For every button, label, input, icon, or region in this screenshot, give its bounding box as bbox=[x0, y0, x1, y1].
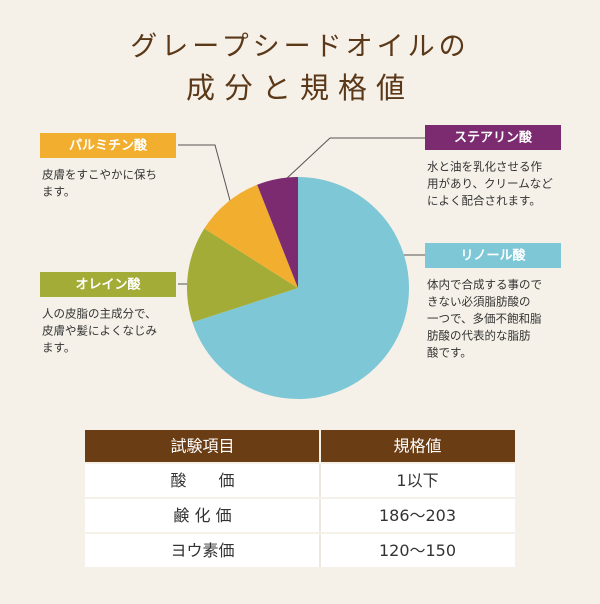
table-header: 規格値 bbox=[393, 437, 441, 456]
table-row-bg bbox=[85, 499, 515, 532]
table-header: 試験項目 bbox=[170, 437, 234, 456]
callout-text: 一つで、多価不飽和脂 bbox=[427, 312, 542, 326]
callout-text: 皮膚や髪によくなじみ bbox=[42, 324, 157, 338]
callout-text: ます。 bbox=[42, 341, 75, 355]
table-cell: 酸 価 bbox=[170, 471, 234, 490]
callout-text: ます。 bbox=[42, 185, 75, 199]
table-row-bg bbox=[85, 464, 515, 497]
callouts: リノール酸体内で合成する事のできない必須脂肪酸の一つで、多価不飽和脂肪酸の代表的… bbox=[40, 125, 561, 360]
callout-text: 体内で合成する事ので bbox=[427, 278, 542, 292]
table-cell: 1以下 bbox=[396, 471, 438, 490]
callout-text: きない必須脂肪酸の bbox=[427, 295, 531, 309]
callout-text: 用があり、クリームなど bbox=[427, 177, 553, 191]
callout-text: 酸です。 bbox=[427, 346, 472, 360]
callout-text: 皮膚をすこやかに保ち bbox=[42, 168, 157, 182]
pie-slice bbox=[257, 177, 298, 288]
table-cell: ヨウ素価 bbox=[170, 541, 234, 560]
table-cell: 186〜203 bbox=[379, 506, 456, 525]
legend-label: オレイン酸 bbox=[75, 277, 141, 293]
label-box bbox=[40, 272, 176, 297]
legend-label: リノール酸 bbox=[460, 248, 526, 264]
pie-slice bbox=[204, 184, 298, 288]
pie-slice bbox=[187, 228, 298, 323]
title-line: グレープシードオイルの bbox=[130, 32, 469, 63]
callout-text: 水と油を乳化させる作 bbox=[427, 160, 542, 174]
legend-label: ステアリン酸 bbox=[454, 130, 533, 146]
label-box bbox=[40, 133, 176, 158]
pie-slice bbox=[192, 177, 410, 399]
callout-text: 人の皮脂の主成分で、 bbox=[42, 307, 157, 321]
title-line: 成分と規格値 bbox=[186, 71, 414, 105]
callout-text: 肪酸の代表的な脂肪 bbox=[427, 329, 531, 343]
legend-label: パルミチン酸 bbox=[69, 138, 148, 154]
label-box bbox=[425, 125, 561, 150]
table-row-bg bbox=[85, 534, 515, 567]
callout-text: によく配合されます。 bbox=[427, 194, 541, 208]
table-header-bg bbox=[85, 430, 515, 462]
table-cell: 鹸 化 価 bbox=[173, 506, 231, 525]
table-cell: 120〜150 bbox=[379, 541, 456, 560]
pie bbox=[187, 177, 410, 399]
label-box bbox=[425, 243, 561, 268]
